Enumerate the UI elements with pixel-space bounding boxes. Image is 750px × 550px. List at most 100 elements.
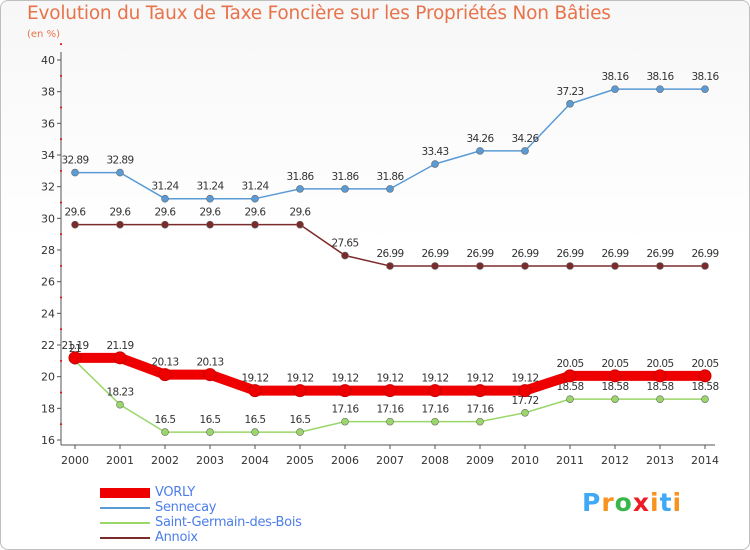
data-label-saint-germain-des-bois: 18.58: [691, 381, 718, 393]
data-label-vorly: 20.05: [691, 358, 718, 370]
x-tick-label: 2006: [331, 454, 359, 467]
logo-letter: t: [659, 488, 673, 517]
data-point-saint-germain-des-bois: [296, 428, 304, 436]
data-point-annoix: [566, 262, 574, 270]
data-point-vorly: [428, 384, 442, 398]
y-tick-label: 24: [41, 307, 55, 320]
data-point-sennecay: [116, 168, 124, 177]
data-point-vorly: [203, 368, 217, 382]
y-tick-label: 22: [41, 339, 55, 352]
data-label-annoix: 26.99: [511, 248, 538, 260]
data-point-vorly: [518, 384, 532, 398]
data-label-sennecay: 31.24: [196, 181, 224, 193]
data-label-saint-germain-des-bois: 17.16: [466, 404, 494, 416]
data-point-sennecay: [71, 168, 79, 177]
y-minor-tick: [60, 423, 62, 426]
y-minor-tick: [60, 296, 62, 299]
data-label-saint-germain-des-bois: 18.23: [106, 387, 133, 399]
y-tick-label: 30: [41, 212, 55, 225]
data-point-saint-germain-des-bois: [566, 395, 574, 403]
data-point-vorly: [473, 384, 487, 398]
y-tick-label: 28: [41, 244, 55, 257]
data-point-annoix: [476, 262, 484, 270]
legend-swatch-saint-germain: [100, 522, 150, 524]
data-label-saint-germain-des-bois: 18.58: [556, 381, 583, 393]
logo-letter: x: [632, 488, 650, 517]
data-label-vorly: 19.12: [376, 373, 403, 385]
y-tick-label: 34: [41, 149, 55, 162]
x-tick-label: 2009: [466, 454, 494, 467]
data-label-annoix: 29.6: [290, 207, 312, 219]
data-point-saint-germain-des-bois: [476, 417, 484, 426]
data-point-vorly: [248, 384, 262, 398]
data-label-vorly: 21.19: [106, 340, 133, 352]
y-minor-tick: [60, 201, 62, 204]
y-minor-tick: [60, 74, 62, 77]
legend-label-sennecay: Sennecay: [155, 500, 217, 515]
data-point-annoix: [611, 262, 619, 270]
data-label-annoix: 26.99: [556, 248, 583, 260]
y-minor-tick: [60, 233, 62, 236]
y-tick-label: 40: [41, 54, 55, 67]
legend-swatch-vorly: [100, 488, 150, 498]
data-label-saint-germain-des-bois: 17.16: [376, 404, 404, 416]
data-label-saint-germain-des-bois: 17.16: [331, 404, 359, 416]
data-label-annoix: 27.65: [331, 238, 358, 250]
data-label-annoix: 26.99: [466, 248, 493, 260]
data-label-saint-germain-des-bois: 16.5: [155, 414, 176, 426]
data-point-saint-germain-des-bois: [656, 395, 664, 403]
data-label-vorly: 20.05: [646, 358, 673, 370]
y-tick-label: 38: [41, 86, 55, 99]
legend-swatch-sennecay: [100, 507, 150, 509]
data-point-annoix: [206, 220, 214, 229]
logo-letter: r: [601, 488, 615, 517]
data-label-sennecay: 37.23: [556, 86, 583, 98]
x-tick-label: 2012: [601, 454, 629, 467]
data-point-sennecay: [386, 185, 394, 193]
data-label-sennecay: 38.16: [646, 71, 674, 83]
data-label-vorly: 20.13: [151, 357, 178, 369]
data-point-annoix: [341, 251, 349, 260]
data-label-annoix: 26.99: [601, 248, 628, 260]
data-point-annoix: [161, 220, 169, 229]
data-label-annoix: 29.6: [155, 207, 177, 219]
y-minor-tick: [60, 138, 62, 141]
x-tick-label: 2007: [376, 454, 404, 467]
data-point-saint-germain-des-bois: [521, 408, 529, 417]
data-point-sennecay: [701, 85, 709, 93]
data-label-saint-germain-des-bois: 17.16: [421, 404, 449, 416]
y-minor-tick: [60, 328, 62, 331]
data-point-saint-germain-des-bois: [116, 400, 124, 409]
data-point-sennecay: [296, 185, 304, 193]
logo-letter: i: [672, 488, 683, 517]
x-tick-label: 2002: [151, 454, 179, 467]
data-point-annoix: [71, 220, 79, 229]
data-point-sennecay: [476, 147, 484, 155]
data-label-annoix: 29.6: [200, 207, 222, 219]
y-tick-label: 18: [41, 402, 55, 415]
data-label-sennecay: 31.24: [151, 181, 179, 193]
data-label-sennecay: 33.43: [421, 146, 448, 158]
data-point-vorly: [293, 384, 307, 398]
y-minor-tick: [60, 359, 62, 362]
x-tick-label: 2014: [691, 454, 719, 467]
data-label-saint-germain-des-bois: 16.5: [245, 414, 266, 426]
data-point-annoix: [656, 262, 664, 270]
data-point-vorly: [653, 369, 667, 383]
data-label-annoix: 29.6: [110, 207, 132, 219]
data-label-saint-germain-des-bois: 16.5: [290, 414, 311, 426]
data-label-vorly: 20.05: [601, 358, 628, 370]
data-label-saint-germain-des-bois: 18.58: [646, 381, 673, 393]
data-point-annoix: [521, 262, 529, 270]
x-tick-label: 2005: [286, 454, 314, 467]
data-point-sennecay: [611, 85, 619, 93]
legend-label-saint-germain: Saint-Germain-des-Bois: [155, 515, 302, 530]
data-point-saint-germain-des-bois: [161, 428, 169, 436]
data-point-annoix: [251, 220, 259, 229]
proxiti-logo: Proxiti: [582, 488, 682, 517]
data-point-annoix: [386, 262, 394, 270]
data-point-sennecay: [521, 147, 529, 155]
data-label-vorly: 19.12: [511, 373, 538, 385]
data-point-saint-germain-des-bois: [341, 417, 349, 426]
